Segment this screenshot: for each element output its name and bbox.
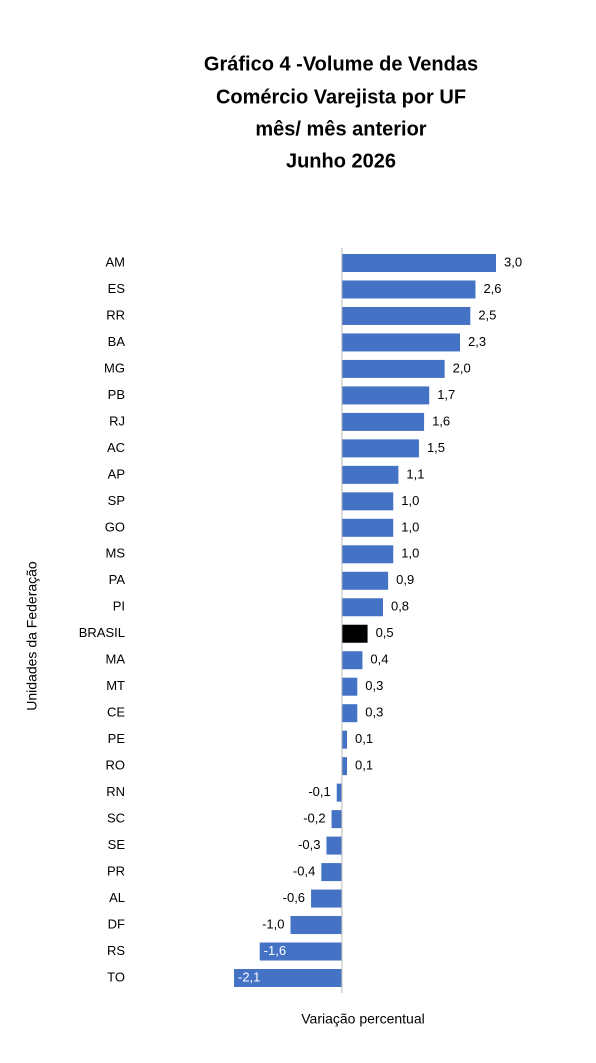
- category-label: RS: [107, 943, 125, 958]
- category-label: PB: [108, 387, 125, 402]
- chart-title: Junho 2026: [286, 150, 396, 172]
- category-label: AL: [109, 890, 125, 905]
- value-label: -0,6: [283, 890, 305, 905]
- category-label: RJ: [109, 413, 125, 428]
- value-label: 0,1: [355, 758, 373, 773]
- chart-title: Comércio Varejista por UF: [216, 86, 466, 108]
- value-label: 3,0: [504, 254, 522, 269]
- value-label: 2,0: [453, 360, 471, 375]
- category-label: MS: [106, 546, 126, 561]
- bar: [341, 359, 445, 378]
- bar: [259, 942, 342, 961]
- category-label: PE: [108, 731, 126, 746]
- bar: [341, 730, 348, 749]
- category-label: RO: [106, 758, 126, 773]
- category-label: TO: [107, 969, 125, 984]
- bar: [341, 254, 496, 272]
- bar: [321, 863, 342, 882]
- value-label: 1,0: [401, 493, 419, 508]
- value-label: 1,0: [401, 519, 419, 534]
- value-label: -2,1: [238, 969, 260, 984]
- value-label: -1,0: [262, 916, 284, 931]
- value-label: 0,3: [365, 678, 383, 693]
- category-label: CE: [107, 705, 125, 720]
- bar: [341, 439, 419, 458]
- value-label: 1,1: [406, 466, 424, 481]
- category-label: AP: [108, 466, 125, 481]
- category-label: AM: [106, 254, 126, 269]
- value-label: 0,4: [370, 652, 388, 667]
- bar: [336, 783, 342, 802]
- value-label: 0,8: [391, 599, 409, 614]
- value-label: -0,3: [298, 837, 320, 852]
- y-axis-label: Unidades da Federação: [24, 561, 40, 711]
- value-label: 1,5: [427, 440, 445, 455]
- bar: [234, 969, 342, 987]
- category-label: BRASIL: [79, 625, 125, 640]
- category-label: SE: [108, 837, 126, 852]
- bar: [341, 598, 383, 617]
- value-label: 0,5: [376, 625, 394, 640]
- bar: [341, 624, 368, 643]
- bar: [326, 836, 342, 855]
- category-label: DF: [108, 916, 125, 931]
- value-label: 2,6: [483, 281, 501, 296]
- value-label: 0,3: [365, 705, 383, 720]
- category-label: SP: [108, 493, 125, 508]
- category-label: GO: [105, 519, 125, 534]
- bar: [341, 412, 425, 431]
- category-label: ES: [108, 281, 126, 296]
- category-label: PR: [107, 864, 125, 879]
- chart-title: Gráfico 4 -Volume de Vendas: [204, 53, 478, 75]
- category-label: MG: [104, 360, 125, 375]
- category-label: RR: [106, 307, 125, 322]
- bar: [341, 757, 348, 776]
- bar: [311, 889, 342, 908]
- bar: [341, 571, 389, 590]
- bar: [341, 333, 461, 352]
- bar: [341, 280, 476, 299]
- category-label: SC: [107, 811, 125, 826]
- value-label: -1,6: [264, 943, 286, 958]
- value-label: 1,6: [432, 413, 450, 428]
- bar: [341, 386, 430, 405]
- category-label: MT: [106, 678, 125, 693]
- bar: [341, 492, 394, 511]
- value-label: -0,2: [303, 811, 325, 826]
- x-axis-label: Variação percentual: [301, 1011, 424, 1027]
- bar: [341, 651, 363, 670]
- bar: [331, 810, 342, 829]
- bar: [341, 545, 394, 564]
- category-label: MA: [106, 652, 126, 667]
- value-label: 0,1: [355, 731, 373, 746]
- value-label: 2,3: [468, 334, 486, 349]
- category-label: BA: [108, 334, 126, 349]
- bar: [341, 518, 394, 537]
- value-label: 2,5: [478, 307, 496, 322]
- value-label: 1,7: [437, 387, 455, 402]
- bar: [290, 916, 342, 935]
- bar: [341, 306, 471, 325]
- value-label: -0,4: [293, 864, 315, 879]
- value-label: 0,9: [396, 572, 414, 587]
- category-label: RN: [106, 784, 125, 799]
- category-label: PI: [113, 599, 125, 614]
- bar: [341, 704, 358, 723]
- category-label: AC: [107, 440, 125, 455]
- bar: [341, 465, 399, 484]
- value-label: 1,0: [401, 546, 419, 561]
- category-label: PA: [109, 572, 126, 587]
- bar: [341, 677, 358, 696]
- chart-title: mês/ mês anterior: [255, 118, 426, 140]
- value-label: -0,1: [308, 784, 330, 799]
